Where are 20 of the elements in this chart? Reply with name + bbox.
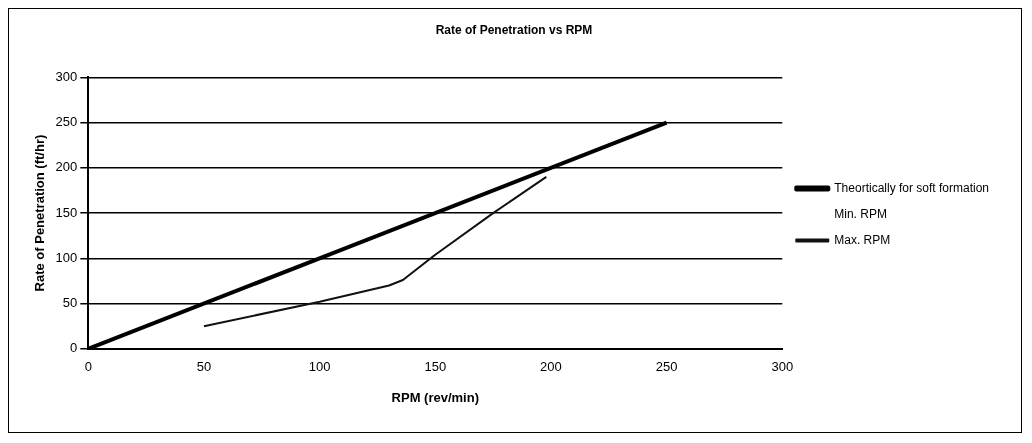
x-axis-title: RPM (rev/min) xyxy=(391,389,479,405)
y-tick-label: 50 xyxy=(62,295,78,311)
y-axis-title: Rate of Penetration (ft/hr) xyxy=(32,134,48,292)
x-tick-label: 0 xyxy=(84,359,92,375)
text: Min. RPM xyxy=(834,206,887,221)
x-tick-label: 100 xyxy=(308,359,331,375)
legend-label: Theortically for soft formation xyxy=(834,180,990,195)
x-tick-label: 200 xyxy=(540,359,562,375)
y-tick-label: 100 xyxy=(55,249,78,265)
x-tick-label: 50 xyxy=(196,359,212,375)
legend-label: Max. RPM xyxy=(834,232,891,247)
y-tick-label: 150 xyxy=(55,204,78,220)
y-tick-label: 200 xyxy=(55,159,78,175)
y-tick-label: 250 xyxy=(55,114,78,130)
x-tick-label: 250 xyxy=(655,359,678,375)
chart-title: Rate of Penetration vs RPM xyxy=(435,22,593,37)
x-tick-label: 300 xyxy=(771,359,794,375)
x-tick-label: 150 xyxy=(424,359,447,375)
y-tick-label: 300 xyxy=(55,68,78,84)
y-tick-label: 0 xyxy=(70,340,78,356)
